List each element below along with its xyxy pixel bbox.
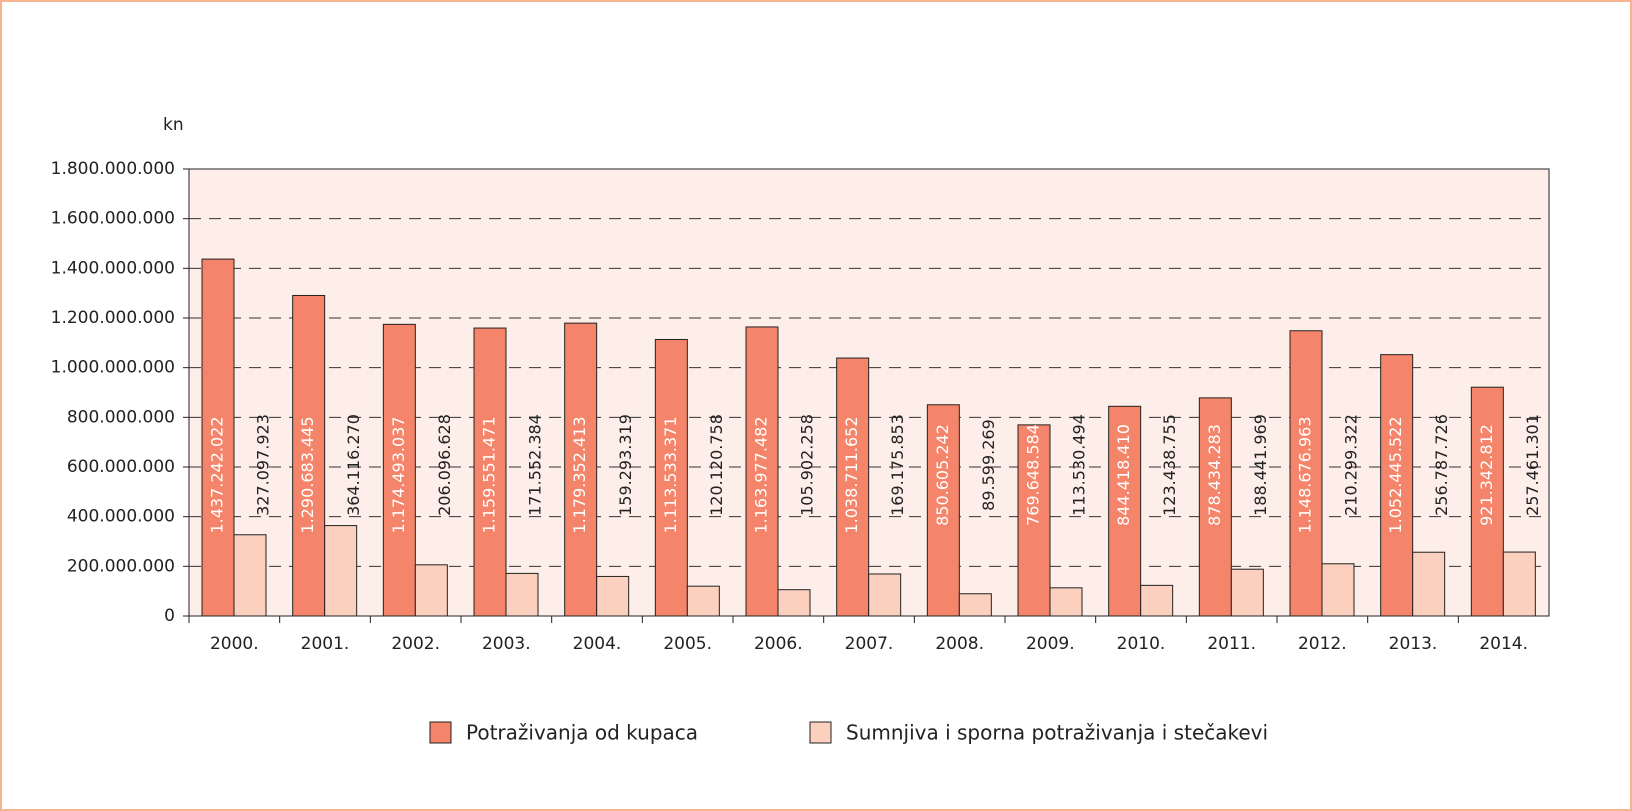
x-tick-label: 2013. [1389,634,1438,654]
bar [686,585,720,617]
bar [1198,397,1232,617]
bar [1289,330,1323,617]
bar [382,323,416,617]
bar [1502,551,1536,617]
value-label: 171.552.384 [526,414,545,516]
bar [1321,563,1355,617]
value-label: 1.290.683.445 [298,416,317,533]
value-label: 844.418.410 [1114,424,1133,526]
x-tick-label: 2014. [1479,634,1528,654]
y-axis-label: kn [163,115,184,135]
bar [958,593,992,617]
bar [777,589,811,617]
bar [1470,386,1504,617]
bar [1108,405,1142,617]
x-tick-label: 2010. [1117,634,1166,654]
value-label: 113.530.494 [1070,414,1089,516]
x-tick-label: 2005. [663,634,712,654]
bar [505,572,539,617]
bar [926,404,960,617]
bar [233,534,267,617]
y-tick-label: 200.000.000 [67,556,175,576]
value-label: 123.438.755 [1160,414,1179,516]
value-label: 210.299.322 [1342,414,1361,516]
value-label: 1.163.977.482 [752,416,771,533]
value-label: 1.174.493.037 [389,416,408,533]
x-tick-label: 2009. [1026,634,1075,654]
x-tick-label: 2012. [1298,634,1347,654]
value-label: 159.293.319 [616,414,635,516]
bar [1049,587,1083,617]
value-label: 878.434.283 [1205,424,1224,526]
value-label: 206.096.628 [435,414,454,516]
y-tick-label: 1.800.000.000 [51,159,175,179]
value-label: 769.648.584 [1024,424,1043,526]
value-label: 364.116.270 [344,414,363,516]
x-tick-label: 2001. [301,634,350,654]
bar [292,294,326,617]
legend-label: Sumnjiva i sporna potraživanja i stečake… [846,721,1268,745]
value-label: 1.038.711.652 [842,416,861,533]
y-tick-label: 1.000.000.000 [51,358,175,378]
x-tick-label: 2000. [210,634,259,654]
value-label: 169.175.853 [888,414,907,516]
bar [1017,424,1051,617]
x-tick-label: 2007. [845,634,894,654]
x-tick-label: 2011. [1207,634,1256,654]
value-label: 1.052.445.522 [1386,416,1405,533]
bar [201,258,235,617]
x-tick-label: 2003. [482,634,531,654]
bar [1380,354,1414,617]
value-label: 850.605.242 [933,424,952,526]
y-tick-label: 1.200.000.000 [51,308,175,328]
legend-swatch [809,721,832,744]
value-label: 921.342.812 [1477,424,1496,526]
legend-swatch [429,721,452,744]
value-label: 1.437.242.022 [208,416,227,533]
x-tick-label: 2008. [935,634,984,654]
bar [414,564,448,617]
bar [596,575,630,617]
legend-label: Potraživanja od kupaca [466,721,698,745]
bar [324,525,358,617]
value-label: 1.148.676.963 [1296,416,1315,533]
y-tick-label: 1.600.000.000 [51,209,175,229]
value-label: 327.097.923 [254,414,273,516]
value-label: 105.902.258 [798,414,817,516]
x-tick-label: 2006. [754,634,803,654]
x-tick-label: 2002. [391,634,440,654]
bar [745,326,779,617]
bar [836,357,870,617]
y-tick-label: 1.400.000.000 [51,258,175,278]
bar [1412,551,1446,617]
y-tick-label: 800.000.000 [67,407,175,427]
x-tick-label: 2004. [573,634,622,654]
value-label: 256.787.726 [1432,414,1451,516]
value-label: 1.179.352.413 [570,416,589,533]
bar [654,338,688,617]
value-label: 1.159.551.471 [480,416,499,533]
bar [1230,568,1264,617]
bar [1140,584,1174,617]
value-label: 120.120.758 [707,414,726,516]
value-label: 257.461.301 [1523,414,1542,516]
value-label: 1.113.533.371 [661,416,680,533]
bar [868,573,902,617]
y-tick-label: 0 [164,606,175,626]
y-tick-label: 400.000.000 [67,507,175,527]
y-tick-label: 600.000.000 [67,457,175,477]
value-label: 188.441.969 [1251,414,1270,516]
value-label: 89.599.269 [979,419,998,511]
